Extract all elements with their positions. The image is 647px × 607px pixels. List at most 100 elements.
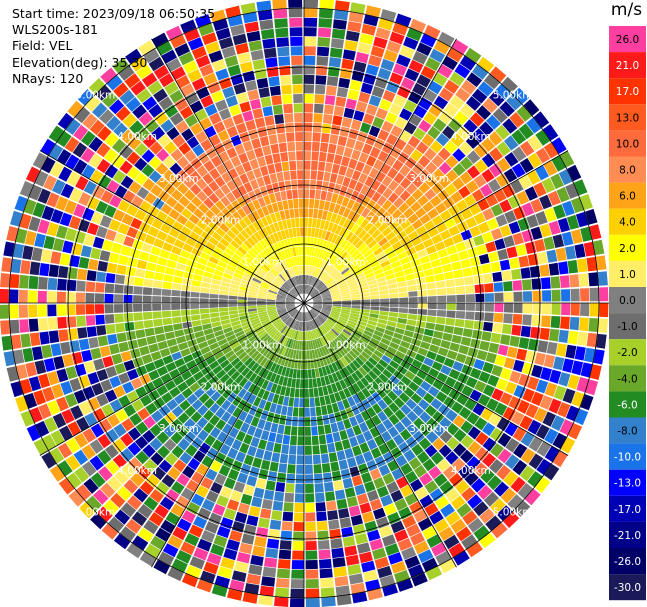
radar-gate xyxy=(65,228,77,242)
radar-gate xyxy=(253,487,265,499)
radar-gate xyxy=(231,570,247,583)
radar-gate xyxy=(282,326,289,335)
radar-gate xyxy=(269,313,278,319)
radar-gate xyxy=(522,279,532,291)
radar-gate xyxy=(378,341,389,350)
radar-gate xyxy=(212,380,224,391)
radar-gate xyxy=(465,134,480,149)
radar-gate xyxy=(291,288,298,296)
radar-gate xyxy=(490,203,504,217)
radar-gate xyxy=(184,533,200,547)
radar-gate xyxy=(390,125,403,138)
radar-gate xyxy=(154,111,169,126)
radar-gate xyxy=(289,208,295,219)
radar-gate xyxy=(334,275,344,282)
radar-gate xyxy=(355,255,365,264)
radar-gate xyxy=(149,141,163,155)
radar-gate xyxy=(109,399,123,413)
radar-gate xyxy=(90,247,102,260)
radar-gate xyxy=(163,324,174,333)
radar-gate xyxy=(438,110,453,125)
radar-gate xyxy=(251,210,261,221)
radar-gate xyxy=(377,411,388,422)
radar-gate xyxy=(425,322,436,330)
radar-gate xyxy=(293,287,299,296)
radar-gate xyxy=(313,304,323,306)
radar-gate xyxy=(430,451,444,465)
radar-gate xyxy=(326,153,335,163)
radar-gate xyxy=(546,341,558,355)
radar-gate xyxy=(461,364,473,376)
radar-gate xyxy=(276,295,286,299)
radar-gate xyxy=(143,416,156,429)
radar-gate xyxy=(135,268,146,278)
radar-gate xyxy=(265,441,275,452)
radar-gate xyxy=(107,413,121,428)
radar-gate xyxy=(277,309,287,313)
radar-gate xyxy=(269,287,278,293)
radar-gate xyxy=(214,351,225,360)
radar-gate xyxy=(576,377,589,393)
radar-gate xyxy=(243,240,253,250)
radar-gate xyxy=(157,445,171,459)
radar-gate xyxy=(133,488,148,503)
radar-gate xyxy=(358,258,368,267)
radar-gate xyxy=(339,68,352,79)
radar-gate xyxy=(435,495,450,510)
radar-gate xyxy=(160,119,175,133)
radar-gate xyxy=(534,352,546,366)
radar-gate xyxy=(346,352,355,362)
radar-gate xyxy=(331,362,339,372)
radar-gate xyxy=(296,455,304,465)
radar-gate xyxy=(274,278,283,285)
radar-gate xyxy=(378,359,389,369)
radar-gate xyxy=(29,261,41,276)
radar-gate xyxy=(341,156,351,167)
radar-gate xyxy=(243,434,253,445)
radar-gate xyxy=(346,199,355,210)
radar-gate xyxy=(522,291,533,302)
radar-gate xyxy=(319,568,333,579)
radar-gate xyxy=(356,204,366,215)
radar-gate xyxy=(307,227,312,237)
radar-gate xyxy=(567,164,582,182)
radar-gate xyxy=(201,281,211,289)
radar-gate xyxy=(177,182,189,195)
radar-gate xyxy=(81,349,93,362)
radar-gate xyxy=(262,38,276,49)
radar-gate xyxy=(465,216,478,229)
radar-gate xyxy=(371,353,381,363)
radar-gate xyxy=(411,338,422,347)
radar-gate xyxy=(275,578,290,588)
radar-gate xyxy=(189,344,200,354)
radar-gate xyxy=(236,265,246,273)
radar-gate xyxy=(320,587,335,598)
radar-gate xyxy=(180,83,195,97)
radar-gate xyxy=(439,558,457,574)
radar-gate xyxy=(293,397,299,408)
radar-gate xyxy=(347,21,362,33)
radar-gate xyxy=(452,415,466,428)
radar-gate xyxy=(273,232,280,242)
radar-gate xyxy=(321,290,330,296)
radar-gate xyxy=(279,453,289,464)
radar-gate xyxy=(352,424,362,436)
radar-gate xyxy=(233,481,246,493)
radar-gate xyxy=(1,335,13,351)
radar-gate xyxy=(518,174,532,190)
radar-gate xyxy=(331,163,340,174)
radar-gate xyxy=(286,406,293,417)
radar-gate xyxy=(283,327,290,336)
radar-gate xyxy=(278,290,287,296)
radar-gate xyxy=(419,213,431,225)
radar-gate xyxy=(9,304,19,319)
radar-gate xyxy=(56,368,69,383)
radar-gate xyxy=(134,436,149,450)
radar-gate xyxy=(305,531,317,541)
radar-gate xyxy=(0,304,9,319)
radar-gate xyxy=(97,434,112,449)
radar-gate xyxy=(386,133,398,146)
radar-gate xyxy=(237,299,247,303)
radar-gate xyxy=(95,314,105,325)
radar-gate xyxy=(452,361,464,372)
